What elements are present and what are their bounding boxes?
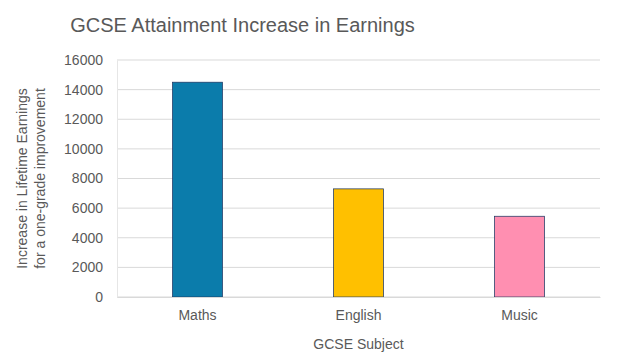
y-tick: 6000 [72, 200, 117, 216]
x-axis-line [118, 297, 601, 298]
y-axis-title-line: for a one-grade improvement [32, 88, 48, 269]
y-tick: 14000 [64, 82, 117, 98]
y-axis-line [117, 61, 118, 298]
bar [495, 216, 545, 297]
y-tick-label: 14000 [64, 82, 103, 98]
y-tick-label: 8000 [72, 170, 103, 186]
y-tick-label: 12000 [64, 111, 103, 127]
x-tick-label: Music [501, 307, 538, 323]
grid [117, 60, 600, 297]
plot-area: 0 2000 4000 6000 8000 10000 12000 14000 16000 Mat… [64, 52, 600, 323]
y-tick: 0 [95, 289, 117, 305]
y-axis: 0 2000 4000 6000 8000 10000 12000 14000 16000 [64, 52, 117, 305]
y-tick-label: 16000 [64, 52, 103, 68]
title: GCSE Attainment Increase in Earnings [70, 14, 415, 36]
bars [173, 82, 545, 297]
y-tick-label: 4000 [72, 230, 103, 246]
x-tick: Music [501, 297, 538, 323]
x-tick-label: English [336, 307, 382, 323]
x-axis-title: GCSE Subject [313, 336, 403, 352]
y-tick: 2000 [72, 259, 117, 275]
y-tick-label: 0 [95, 289, 103, 305]
x-axis: Maths English Music [118, 297, 601, 323]
y-axis-title: Increase in Lifetime Earningsfor a one-g… [14, 88, 48, 269]
y-tick: 10000 [64, 141, 117, 157]
y-tick: 4000 [72, 230, 117, 246]
x-tick: Maths [178, 297, 216, 323]
bar [334, 189, 384, 297]
y-axis-title-line: Increase in Lifetime Earnings [14, 88, 30, 269]
x-tick-label: Maths [178, 307, 216, 323]
grid-line [117, 60, 600, 61]
y-tick: 8000 [72, 170, 117, 186]
y-tick: 16000 [64, 52, 117, 68]
y-tick-label: 10000 [64, 141, 103, 157]
chart: 0 2000 4000 6000 8000 10000 12000 14000 16000 Mat… [0, 0, 617, 363]
x-tick: English [336, 297, 382, 323]
y-tick: 12000 [64, 111, 117, 127]
y-tick-label: 6000 [72, 200, 103, 216]
bar [173, 82, 223, 297]
y-tick-label: 2000 [72, 259, 103, 275]
